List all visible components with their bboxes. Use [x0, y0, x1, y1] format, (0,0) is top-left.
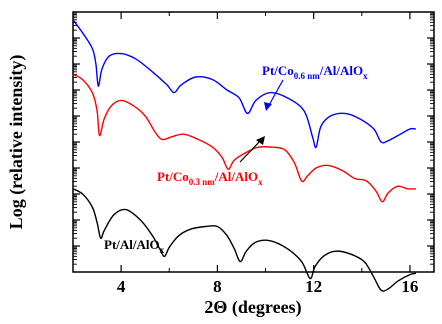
- x-axis-title: 2Θ (degrees): [204, 297, 301, 318]
- svg-text:Pt/Al/AlOx: Pt/Al/AlOx: [104, 237, 165, 255]
- label-red-part1: Pt/Co: [157, 169, 189, 184]
- label-blue-sub1: 0.6 nm: [294, 71, 321, 81]
- label-blue-part1: Pt/Co: [262, 63, 294, 78]
- svg-text:Pt/Co0.3 nm/Al/AlOx: Pt/Co0.3 nm/Al/AlOx: [157, 169, 263, 187]
- y-axis-title: Log (relative intensity): [6, 55, 27, 230]
- series-line-1: [72, 73, 416, 203]
- plot-frame: [72, 11, 435, 273]
- arrow-red: [239, 138, 263, 163]
- label-black-part1: Pt/Al/AlO: [104, 237, 160, 252]
- series-line-2: [72, 188, 417, 292]
- annotation-arrows: [239, 79, 284, 163]
- x-tick-label: 4: [117, 277, 126, 296]
- annotation-red: Pt/Co0.3 nm/Al/AlOx: [157, 169, 263, 187]
- label-red-sub2: x: [258, 177, 263, 187]
- arrow-red-head: [256, 136, 265, 145]
- label-red-sub1: 0.3 nm: [189, 177, 216, 187]
- label-black-sub1: x: [160, 245, 165, 255]
- arrow-blue-head: [264, 102, 272, 111]
- svg-text:Pt/Co0.6 nm/Al/AlOx: Pt/Co0.6 nm/Al/AlOx: [262, 63, 368, 81]
- label-blue-part2: /Al/AlO: [319, 63, 363, 78]
- label-red-part2: /Al/AlO: [214, 169, 258, 184]
- axis-ticks: 4 8 12 16: [72, 12, 434, 296]
- x-tick-label: 16: [401, 277, 418, 296]
- annotation-blue: Pt/Co0.6 nm/Al/AlOx: [262, 63, 368, 81]
- arrow-blue: [267, 79, 284, 108]
- annotation-black: Pt/Al/AlOx: [104, 237, 165, 255]
- label-blue-sub2: x: [363, 71, 368, 81]
- x-tick-label: 12: [305, 277, 322, 296]
- series-line-0: [72, 19, 416, 149]
- series-lines: [72, 19, 417, 292]
- x-tick-label: 8: [213, 277, 222, 296]
